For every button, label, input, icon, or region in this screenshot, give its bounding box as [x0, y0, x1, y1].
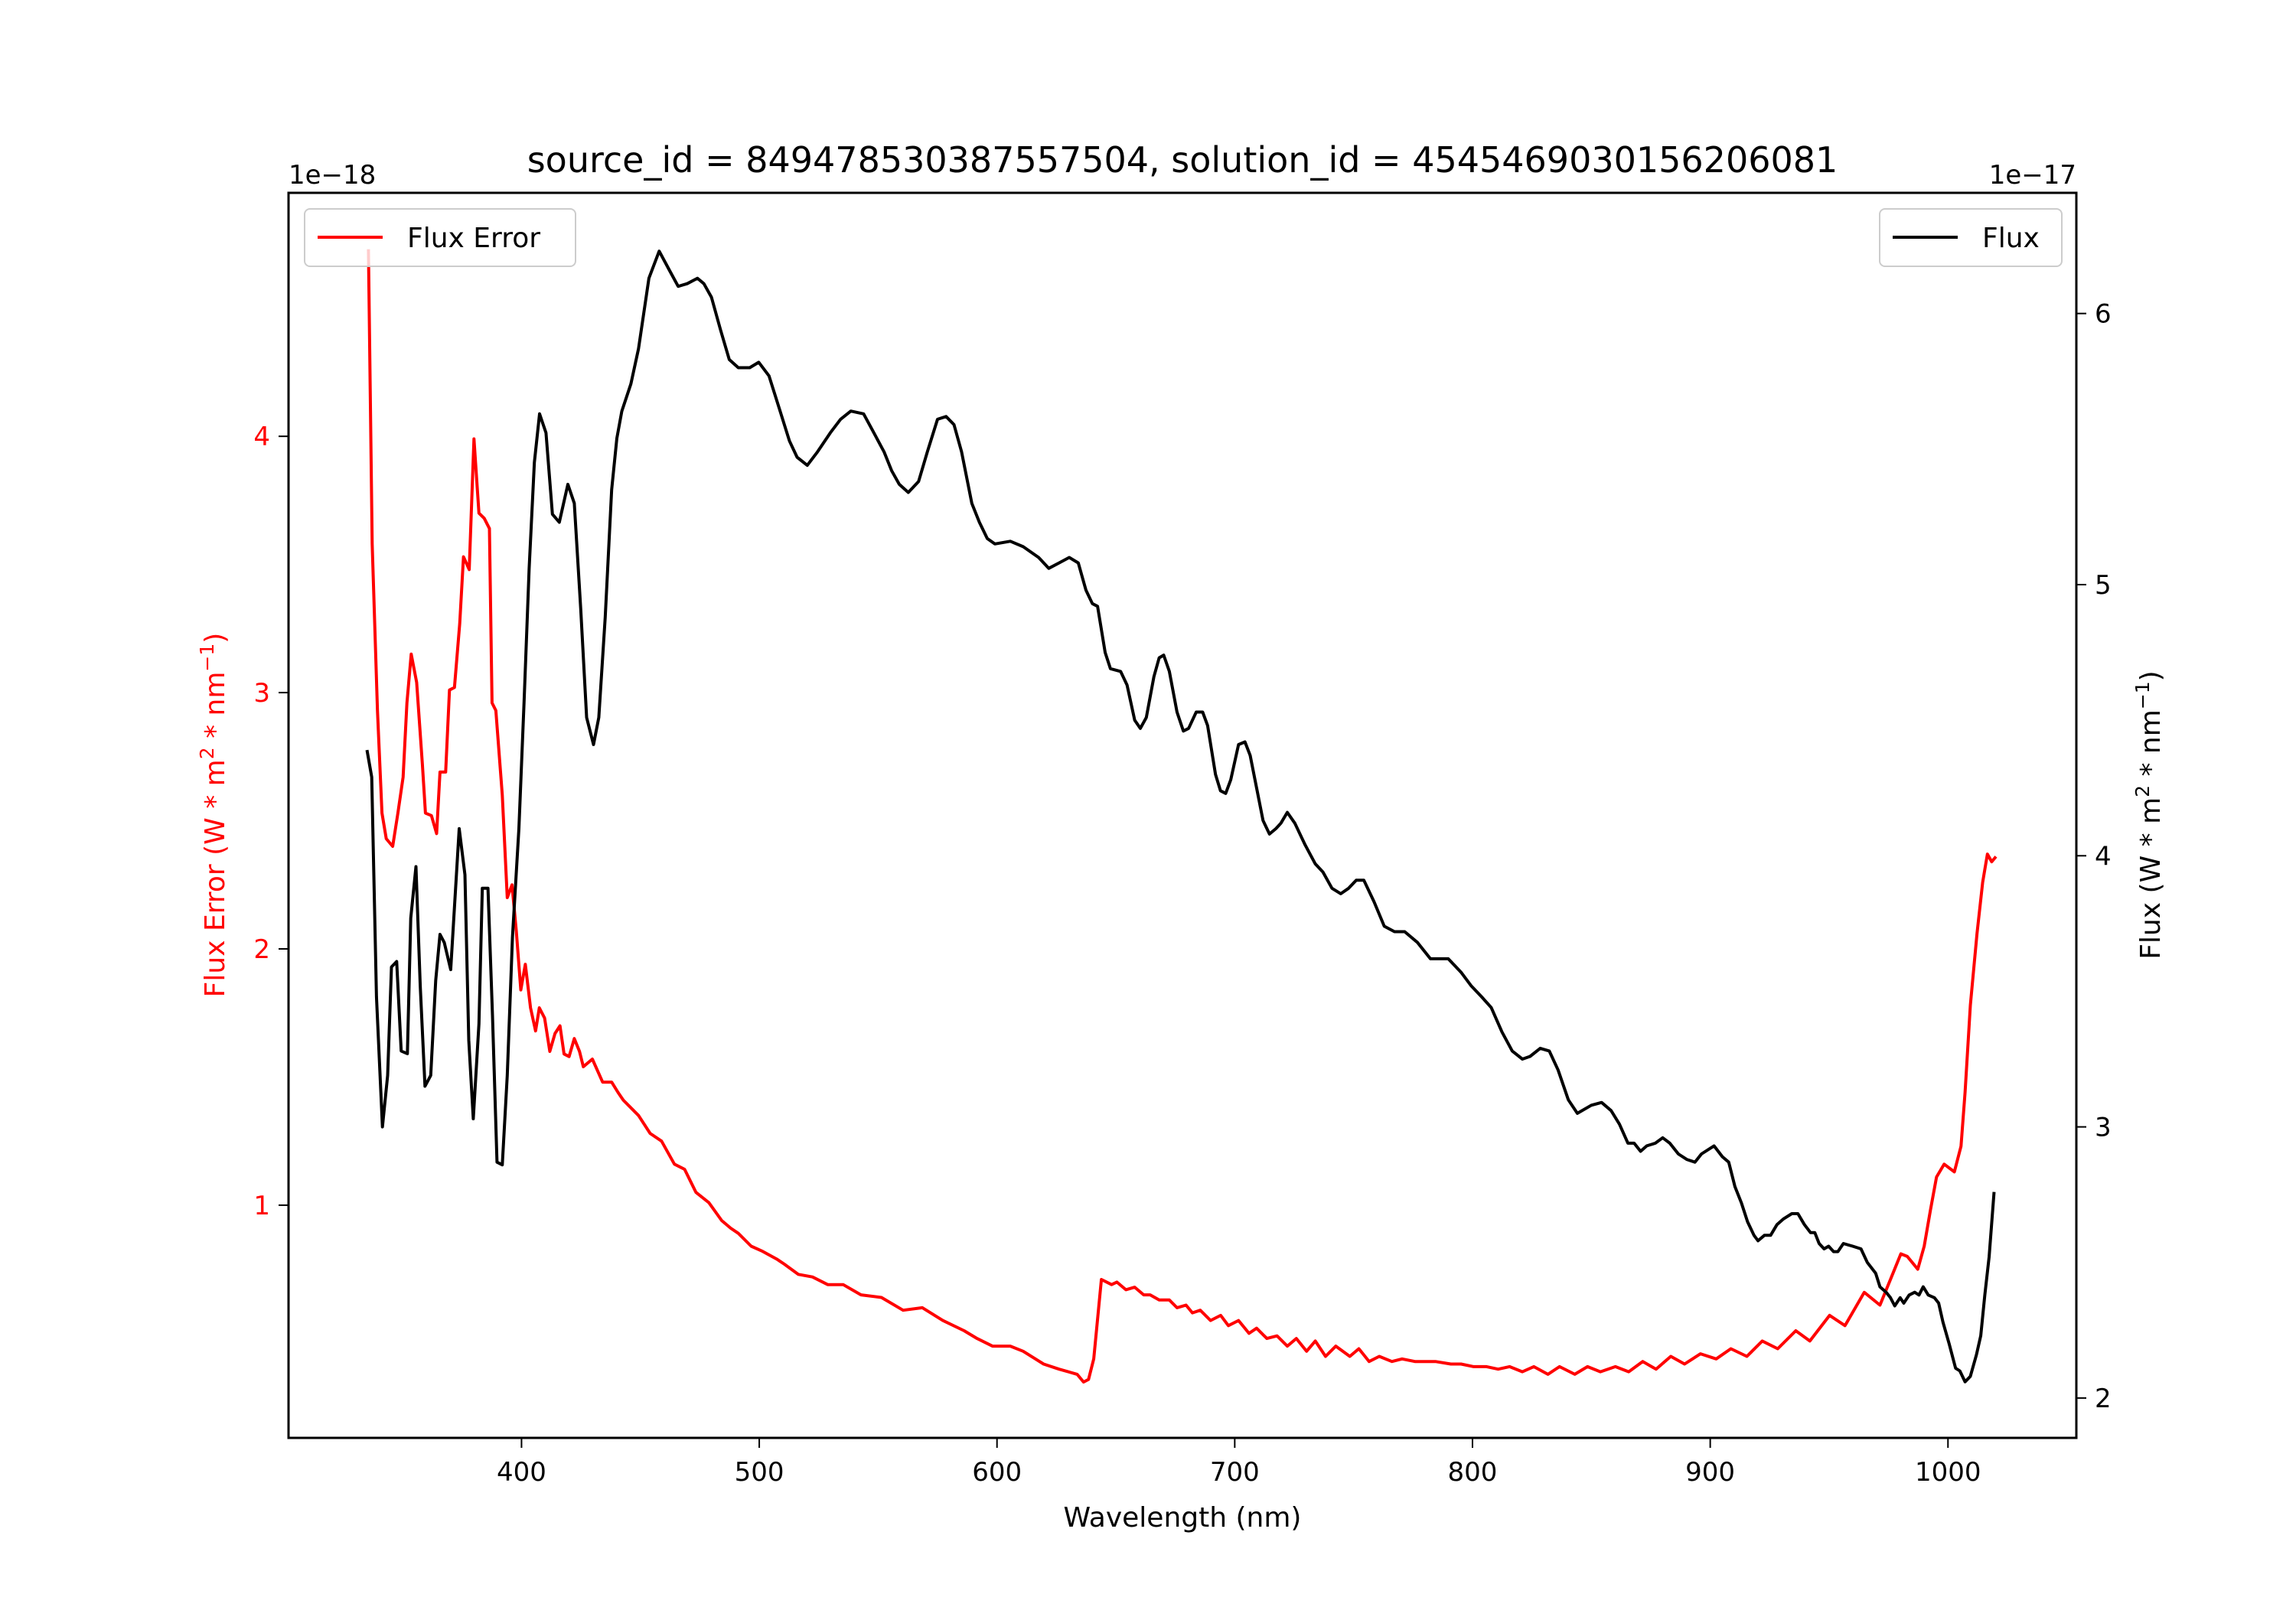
x-tick-label: 800	[1448, 1457, 1498, 1488]
right-y-tick-label: 5	[2095, 570, 2112, 601]
left-y-tick-label: 3	[253, 678, 270, 709]
x-tick-label: 500	[735, 1457, 784, 1488]
right-y-tick-label: 6	[2095, 299, 2112, 330]
left-y-label-end: )	[200, 633, 231, 644]
legend-box	[304, 208, 576, 267]
right-y-tick-label: 3	[2095, 1113, 2112, 1143]
left-y-label-sup-2: −1	[196, 644, 218, 672]
x-tick-label: 700	[1210, 1457, 1260, 1488]
chart-title: source_id = 849478530387557504, solution…	[527, 139, 1838, 181]
right-axis-offset-label: 1e−17	[1989, 160, 2076, 191]
legend-label-flux: Flux	[1982, 223, 2040, 254]
legend-box	[1879, 208, 2063, 267]
series-line-flux-error	[367, 249, 1998, 1384]
legend-flux: Flux	[1879, 208, 2063, 267]
right-y-label-sup-2: −1	[2131, 681, 2154, 709]
right-y-label-text: Flux (W * m	[2135, 797, 2167, 960]
right-y-tick-label: 4	[2095, 841, 2112, 872]
left-y-tick-label: 1	[253, 1191, 270, 1221]
left-axis-offset-label: 1e−18	[289, 160, 376, 191]
x-axis: 400 500 600 700 800 900 1000	[497, 1438, 1981, 1488]
right-y-label-mid: * nm	[2135, 709, 2167, 785]
left-y-axis: 1 2 3 4	[253, 422, 289, 1221]
right-y-tick-label: 2	[2095, 1384, 2112, 1414]
x-axis-label: Wavelength (nm)	[1064, 1502, 1302, 1534]
left-y-tick-label: 4	[253, 422, 270, 452]
plot-area	[365, 249, 1998, 1384]
left-y-axis-label: Flux Error (W * m2 * nm−1)	[196, 633, 231, 998]
left-y-label-text: Flux Error (W * m	[200, 759, 231, 997]
x-tick-label: 400	[497, 1457, 546, 1488]
x-tick-label: 900	[1685, 1457, 1735, 1488]
right-y-axis-label: Flux (W * m2 * nm−1)	[2131, 670, 2167, 959]
right-y-axis: 2 3 4 5 6	[2076, 299, 2112, 1414]
left-y-label-sup-1: 2	[196, 747, 218, 759]
right-y-label-sup-1: 2	[2131, 785, 2154, 797]
right-y-label-end: )	[2135, 670, 2167, 681]
x-tick-label: 1000	[1915, 1457, 1981, 1488]
x-tick-label: 600	[972, 1457, 1022, 1488]
left-y-tick-label: 2	[253, 934, 270, 965]
axes-frame	[287, 191, 2078, 1439]
legend-label-flux-error: Flux Error	[407, 223, 540, 254]
series-line-flux	[365, 249, 1996, 1384]
legend-flux-error: Flux Error	[304, 208, 576, 267]
left-y-label-mid: * nm	[200, 672, 231, 748]
